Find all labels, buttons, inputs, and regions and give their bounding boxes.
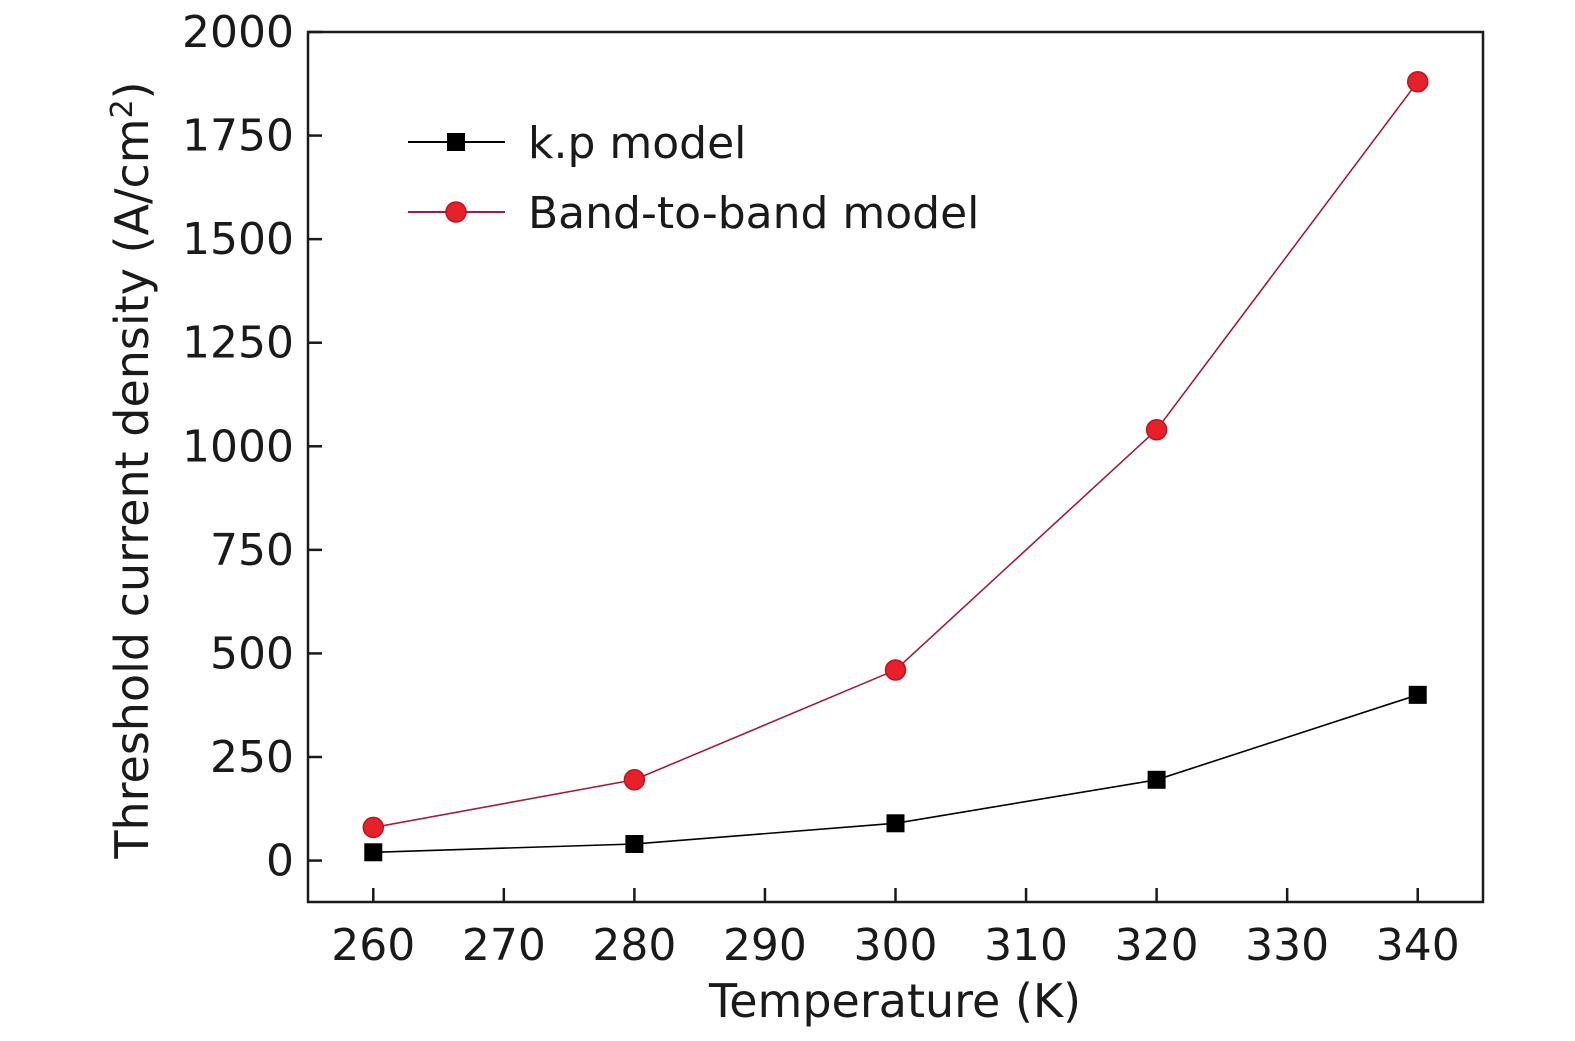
y-tick-label-0: 0	[266, 836, 294, 887]
series-0-point-300	[886, 814, 905, 833]
x-tick-label-270: 270	[462, 920, 546, 971]
x-tick-label-330: 330	[1245, 920, 1329, 971]
y-axis-title-main: Threshold current density (A/cm	[105, 118, 159, 859]
plot-frame	[306, 30, 1485, 904]
legend-entry-band: Band-to-band model	[408, 188, 979, 239]
series-1-point-260	[362, 816, 385, 839]
x-tick-label-280: 280	[592, 920, 676, 971]
x-tick-label-310: 310	[984, 920, 1068, 971]
legend-marker-kp	[447, 133, 465, 151]
y-tick-label-250: 250	[210, 732, 294, 783]
y-tick-label-750: 750	[210, 525, 294, 576]
y-tick-label-500: 500	[210, 628, 294, 679]
x-axis-title: Temperature (K)	[708, 974, 1081, 1028]
series-0-point-280	[625, 835, 644, 853]
y-tick-label-1250: 1250	[182, 318, 294, 369]
x-tick-label-300: 300	[854, 920, 938, 971]
series-1-point-320	[1145, 418, 1168, 441]
series-0-point-260	[364, 843, 383, 862]
legend-label-kp: k.p model	[528, 118, 746, 169]
y-tick-label-1500: 1500	[182, 214, 294, 265]
series-layer	[362, 70, 1429, 862]
y-axis-title-close: )	[105, 81, 159, 99]
y-tick-label-1000: 1000	[182, 421, 294, 472]
series-0-point-340	[1408, 685, 1427, 704]
y-tick-label-1750: 1750	[182, 111, 294, 162]
y-axis-title-superscript: 2	[105, 99, 140, 118]
series-1-point-300	[884, 659, 907, 681]
x-tick-label-340: 340	[1376, 920, 1460, 971]
x-tick-label-290: 290	[723, 920, 807, 971]
series-1-point-280	[623, 769, 646, 791]
x-tick-label-260: 260	[331, 920, 415, 971]
legend-marker-band	[445, 201, 467, 223]
legend: k.p model Band-to-band model	[408, 118, 979, 239]
x-tick-label-320: 320	[1115, 920, 1199, 971]
series-0-point-320	[1147, 770, 1166, 789]
y-tick-label-2000: 2000	[182, 7, 294, 58]
series-1-point-340	[1406, 70, 1429, 93]
y-axis-title: Threshold current density (A/cm2)	[105, 81, 159, 859]
x-axis-ticks: 260 270 280 290 300 310 320 330 340	[331, 888, 1460, 971]
legend-entry-kp: k.p model	[408, 118, 746, 169]
legend-label-band: Band-to-band model	[528, 188, 979, 239]
y-axis-ticks: 0 250 500 750 1000 1250 1500 1750 2000	[182, 7, 322, 887]
